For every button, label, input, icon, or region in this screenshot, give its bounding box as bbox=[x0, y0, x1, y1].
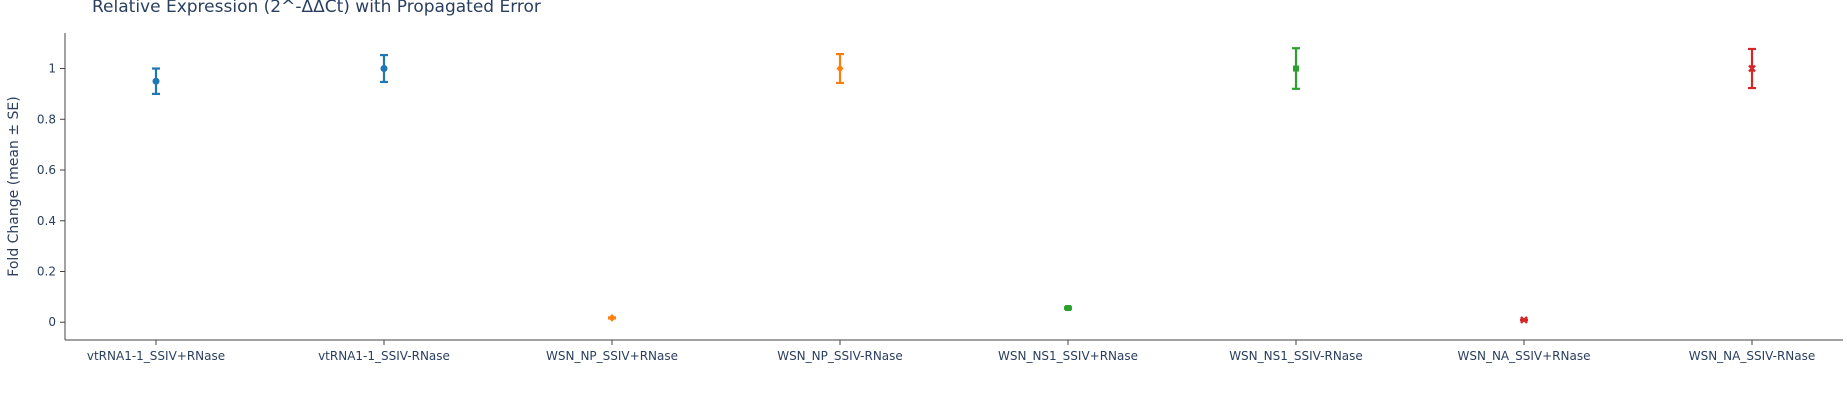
point-marker bbox=[1748, 64, 1756, 73]
point-marker bbox=[608, 313, 616, 322]
x-tick-label: WSN_NP_SSIV+RNase bbox=[546, 349, 678, 363]
point-marker bbox=[1293, 65, 1299, 72]
point-marker bbox=[380, 65, 388, 73]
data-point bbox=[608, 313, 616, 322]
y-tick-label: 0.4 bbox=[37, 214, 56, 228]
point-marker bbox=[1520, 316, 1528, 324]
point-marker bbox=[1065, 305, 1071, 312]
x-tick-label: vtRNA1-1_SSIV-RNase bbox=[318, 349, 450, 363]
y-tick-label: 0.6 bbox=[37, 163, 56, 177]
x-tick-label: WSN_NP_SSIV-RNase bbox=[777, 349, 903, 363]
y-axis-title: Fold Change (mean ± SE) bbox=[6, 96, 22, 276]
chart-title: Relative Expression (2^-ΔΔCt) with Propa… bbox=[92, 0, 541, 17]
y-tick-label: 0.2 bbox=[37, 264, 56, 278]
data-point bbox=[152, 67, 160, 95]
data-points bbox=[152, 47, 1756, 324]
x-tick-label: vtRNA1-1_SSIV+RNase bbox=[87, 349, 225, 363]
y-tick-label: 0 bbox=[48, 315, 56, 329]
data-point bbox=[380, 53, 388, 84]
x-tick-label: WSN_NA_SSIV-RNase bbox=[1689, 349, 1816, 363]
data-point bbox=[836, 52, 844, 85]
x-tick-label: WSN_NS1_SSIV+RNase bbox=[998, 349, 1138, 363]
point-marker bbox=[152, 77, 160, 85]
x-axis-ticks: vtRNA1-1_SSIV+RNase vtRNA1-1_SSIV-RNase WS… bbox=[87, 340, 1815, 363]
y-tick-label: 0.8 bbox=[37, 112, 56, 126]
x-tick-label: WSN_NS1_SSIV-RNase bbox=[1229, 349, 1363, 363]
data-point bbox=[1292, 47, 1300, 90]
y-tick-label: 1 bbox=[48, 62, 56, 76]
axes bbox=[64, 33, 1843, 341]
data-point bbox=[1064, 305, 1072, 312]
y-axis-ticks: 0 0.2 0.4 0.6 0.8 1 bbox=[37, 62, 65, 329]
x-tick-label: WSN_NA_SSIV+RNase bbox=[1458, 349, 1591, 363]
data-point bbox=[1520, 316, 1528, 324]
point-marker bbox=[836, 64, 844, 73]
data-point bbox=[1748, 47, 1756, 90]
